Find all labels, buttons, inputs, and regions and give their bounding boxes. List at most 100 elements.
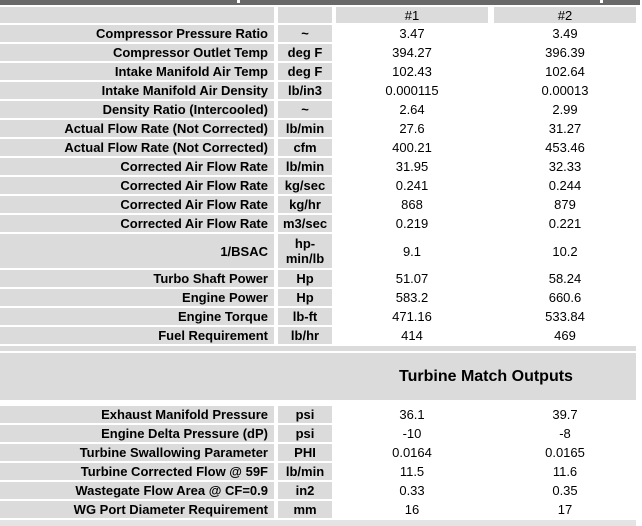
table-row: Intake Manifold Air Temp deg F 102.43 102.6… xyxy=(0,63,642,80)
row-label[interactable]: Turbo Shaft Power xyxy=(0,270,274,287)
row-label[interactable]: Compressor Outlet Temp xyxy=(0,44,274,61)
table-row: Engine Power Hp 583.2 660.6 xyxy=(0,289,642,306)
value-cell-2[interactable]: 102.64 xyxy=(545,64,585,79)
row-unit[interactable]: psi xyxy=(278,406,332,423)
value-cell-1[interactable]: 11.5 xyxy=(399,464,425,479)
value-cell-1[interactable]: 51.07 xyxy=(395,271,429,286)
value-cell-1[interactable]: 3.47 xyxy=(399,26,425,41)
row-unit[interactable]: ~ xyxy=(278,101,332,118)
row-unit[interactable]: in2 xyxy=(278,482,332,499)
value-cell-2[interactable]: 396.39 xyxy=(545,45,585,60)
column-header-2[interactable]: #2 xyxy=(494,7,636,23)
value-cell-2[interactable]: 660.6 xyxy=(548,290,582,305)
value-cell-1[interactable]: 16 xyxy=(404,502,420,517)
value-cell-1[interactable]: 400.21 xyxy=(392,140,432,155)
row-unit[interactable]: m3/sec xyxy=(278,215,332,232)
value-cell-2[interactable]: 58.24 xyxy=(548,271,582,286)
table-row: Exhaust Manifold Pressure psi 36.1 39.7 xyxy=(0,406,642,423)
row-label[interactable]: Fuel Requirement xyxy=(0,327,274,344)
row-label[interactable]: WG Port Diameter Requirement xyxy=(0,501,274,518)
value-cell-2[interactable]: 0.00013 xyxy=(541,83,589,98)
value-cell-2[interactable]: 31.27 xyxy=(548,121,582,136)
value-cell-1[interactable]: 0.000115 xyxy=(385,83,439,98)
value-cell-1[interactable]: 102.43 xyxy=(392,64,432,79)
table-row: Turbine Corrected Flow @ 59F lb/min 11.5 11… xyxy=(0,463,642,480)
row-label[interactable]: Engine Torque xyxy=(0,308,274,325)
row-unit[interactable]: lb/min xyxy=(278,120,332,137)
row-unit[interactable]: kg/hr xyxy=(278,196,332,213)
value-cell-2[interactable]: 3.49 xyxy=(552,26,578,41)
row-label[interactable]: Compressor Pressure Ratio xyxy=(0,25,274,42)
value-cell-1[interactable]: 36.1 xyxy=(399,407,425,422)
value-cell-1[interactable]: 394.27 xyxy=(392,45,432,60)
value-cell-2[interactable]: 17 xyxy=(557,502,573,517)
header-label-cell[interactable] xyxy=(0,7,274,23)
header-unit-cell[interactable] xyxy=(278,7,332,23)
turbine-outputs-table: Exhaust Manifold Pressure psi 36.1 39.7 Engi… xyxy=(0,406,642,518)
row-label[interactable]: Turbine Corrected Flow @ 59F xyxy=(0,463,274,480)
value-cell-2[interactable]: 0.221 xyxy=(548,216,582,231)
value-cell-1[interactable]: 0.219 xyxy=(395,216,429,231)
row-label[interactable]: Corrected Air Flow Rate xyxy=(0,215,274,232)
row-unit[interactable]: hp- min/lb xyxy=(278,234,332,268)
row-label[interactable]: Corrected Air Flow Rate xyxy=(0,177,274,194)
row-label[interactable]: Intake Manifold Air Density xyxy=(0,82,274,99)
row-label[interactable]: Exhaust Manifold Pressure xyxy=(0,406,274,423)
row-unit[interactable]: Hp xyxy=(278,270,332,287)
row-label[interactable]: Engine Delta Pressure (dP) xyxy=(0,425,274,442)
value-cell-2[interactable]: 879 xyxy=(554,197,576,212)
row-unit[interactable]: lb/in3 xyxy=(278,82,332,99)
value-cell-1[interactable]: 2.64 xyxy=(399,102,425,117)
row-unit[interactable]: kg/sec xyxy=(278,177,332,194)
row-unit[interactable]: deg F xyxy=(278,44,332,61)
row-unit[interactable]: lb/min xyxy=(278,158,332,175)
value-cell-1[interactable]: 868 xyxy=(401,197,423,212)
value-cell-2[interactable]: 0.35 xyxy=(552,483,578,498)
row-unit[interactable]: psi xyxy=(278,425,332,442)
column-header-1[interactable]: #1 xyxy=(336,7,488,23)
value-cell-1[interactable]: 414 xyxy=(401,328,423,343)
row-label[interactable]: Engine Power xyxy=(0,289,274,306)
value-cell-1[interactable]: 0.0164 xyxy=(392,445,432,460)
row-label[interactable]: Actual Flow Rate (Not Corrected) xyxy=(0,120,274,137)
turbine-section-title: Turbine Match Outputs xyxy=(399,367,573,385)
value-cell-1[interactable]: 583.2 xyxy=(395,290,429,305)
value-cell-2[interactable]: 10.2 xyxy=(552,243,578,259)
row-unit[interactable]: lb/hr xyxy=(278,327,332,344)
value-cell-2[interactable]: 533.84 xyxy=(545,309,585,324)
value-cell-2[interactable]: 0.0165 xyxy=(545,445,585,460)
row-label[interactable]: Density Ratio (Intercooled) xyxy=(0,101,274,118)
row-label[interactable]: Corrected Air Flow Rate xyxy=(0,196,274,213)
value-cell-2[interactable]: 32.33 xyxy=(548,159,582,174)
value-cell-1[interactable]: 31.95 xyxy=(395,159,429,174)
value-cell-1[interactable]: 0.33 xyxy=(399,483,425,498)
row-label[interactable]: Intake Manifold Air Temp xyxy=(0,63,274,80)
row-unit[interactable]: lb-ft xyxy=(278,308,332,325)
value-cell-1[interactable]: 27.6 xyxy=(399,121,425,136)
row-label[interactable]: Turbine Swallowing Parameter xyxy=(0,444,274,461)
value-cell-2[interactable]: 39.7 xyxy=(552,407,578,422)
row-label[interactable]: 1/BSAC xyxy=(0,234,274,268)
row-unit[interactable]: deg F xyxy=(278,63,332,80)
row-unit[interactable]: mm xyxy=(278,501,332,518)
value-cell-1[interactable]: 0.241 xyxy=(395,178,429,193)
value-cell-1[interactable]: 9.1 xyxy=(402,243,422,259)
table-row: Turbine Swallowing Parameter PHI 0.0164 0.0… xyxy=(0,444,642,461)
table-row: Compressor Pressure Ratio ~3.47 3.49 xyxy=(0,25,642,42)
row-unit[interactable]: cfm xyxy=(278,139,332,156)
value-cell-2[interactable]: -8 xyxy=(559,426,571,441)
row-label[interactable]: Wastegate Flow Area @ CF=0.9 xyxy=(0,482,274,499)
row-unit[interactable]: PHI xyxy=(278,444,332,461)
row-unit[interactable]: ~ xyxy=(278,25,332,42)
row-label[interactable]: Corrected Air Flow Rate xyxy=(0,158,274,175)
row-unit[interactable]: lb/min xyxy=(278,463,332,480)
value-cell-2[interactable]: 0.244 xyxy=(548,178,582,193)
value-cell-1[interactable]: 471.16 xyxy=(392,309,432,324)
row-label[interactable]: Actual Flow Rate (Not Corrected) xyxy=(0,139,274,156)
row-unit[interactable]: Hp xyxy=(278,289,332,306)
value-cell-2[interactable]: 469 xyxy=(554,328,576,343)
value-cell-1[interactable]: -10 xyxy=(402,426,422,441)
value-cell-2[interactable]: 11.6 xyxy=(552,464,578,479)
value-cell-2[interactable]: 453.46 xyxy=(545,140,585,155)
value-cell-2[interactable]: 2.99 xyxy=(552,102,578,117)
